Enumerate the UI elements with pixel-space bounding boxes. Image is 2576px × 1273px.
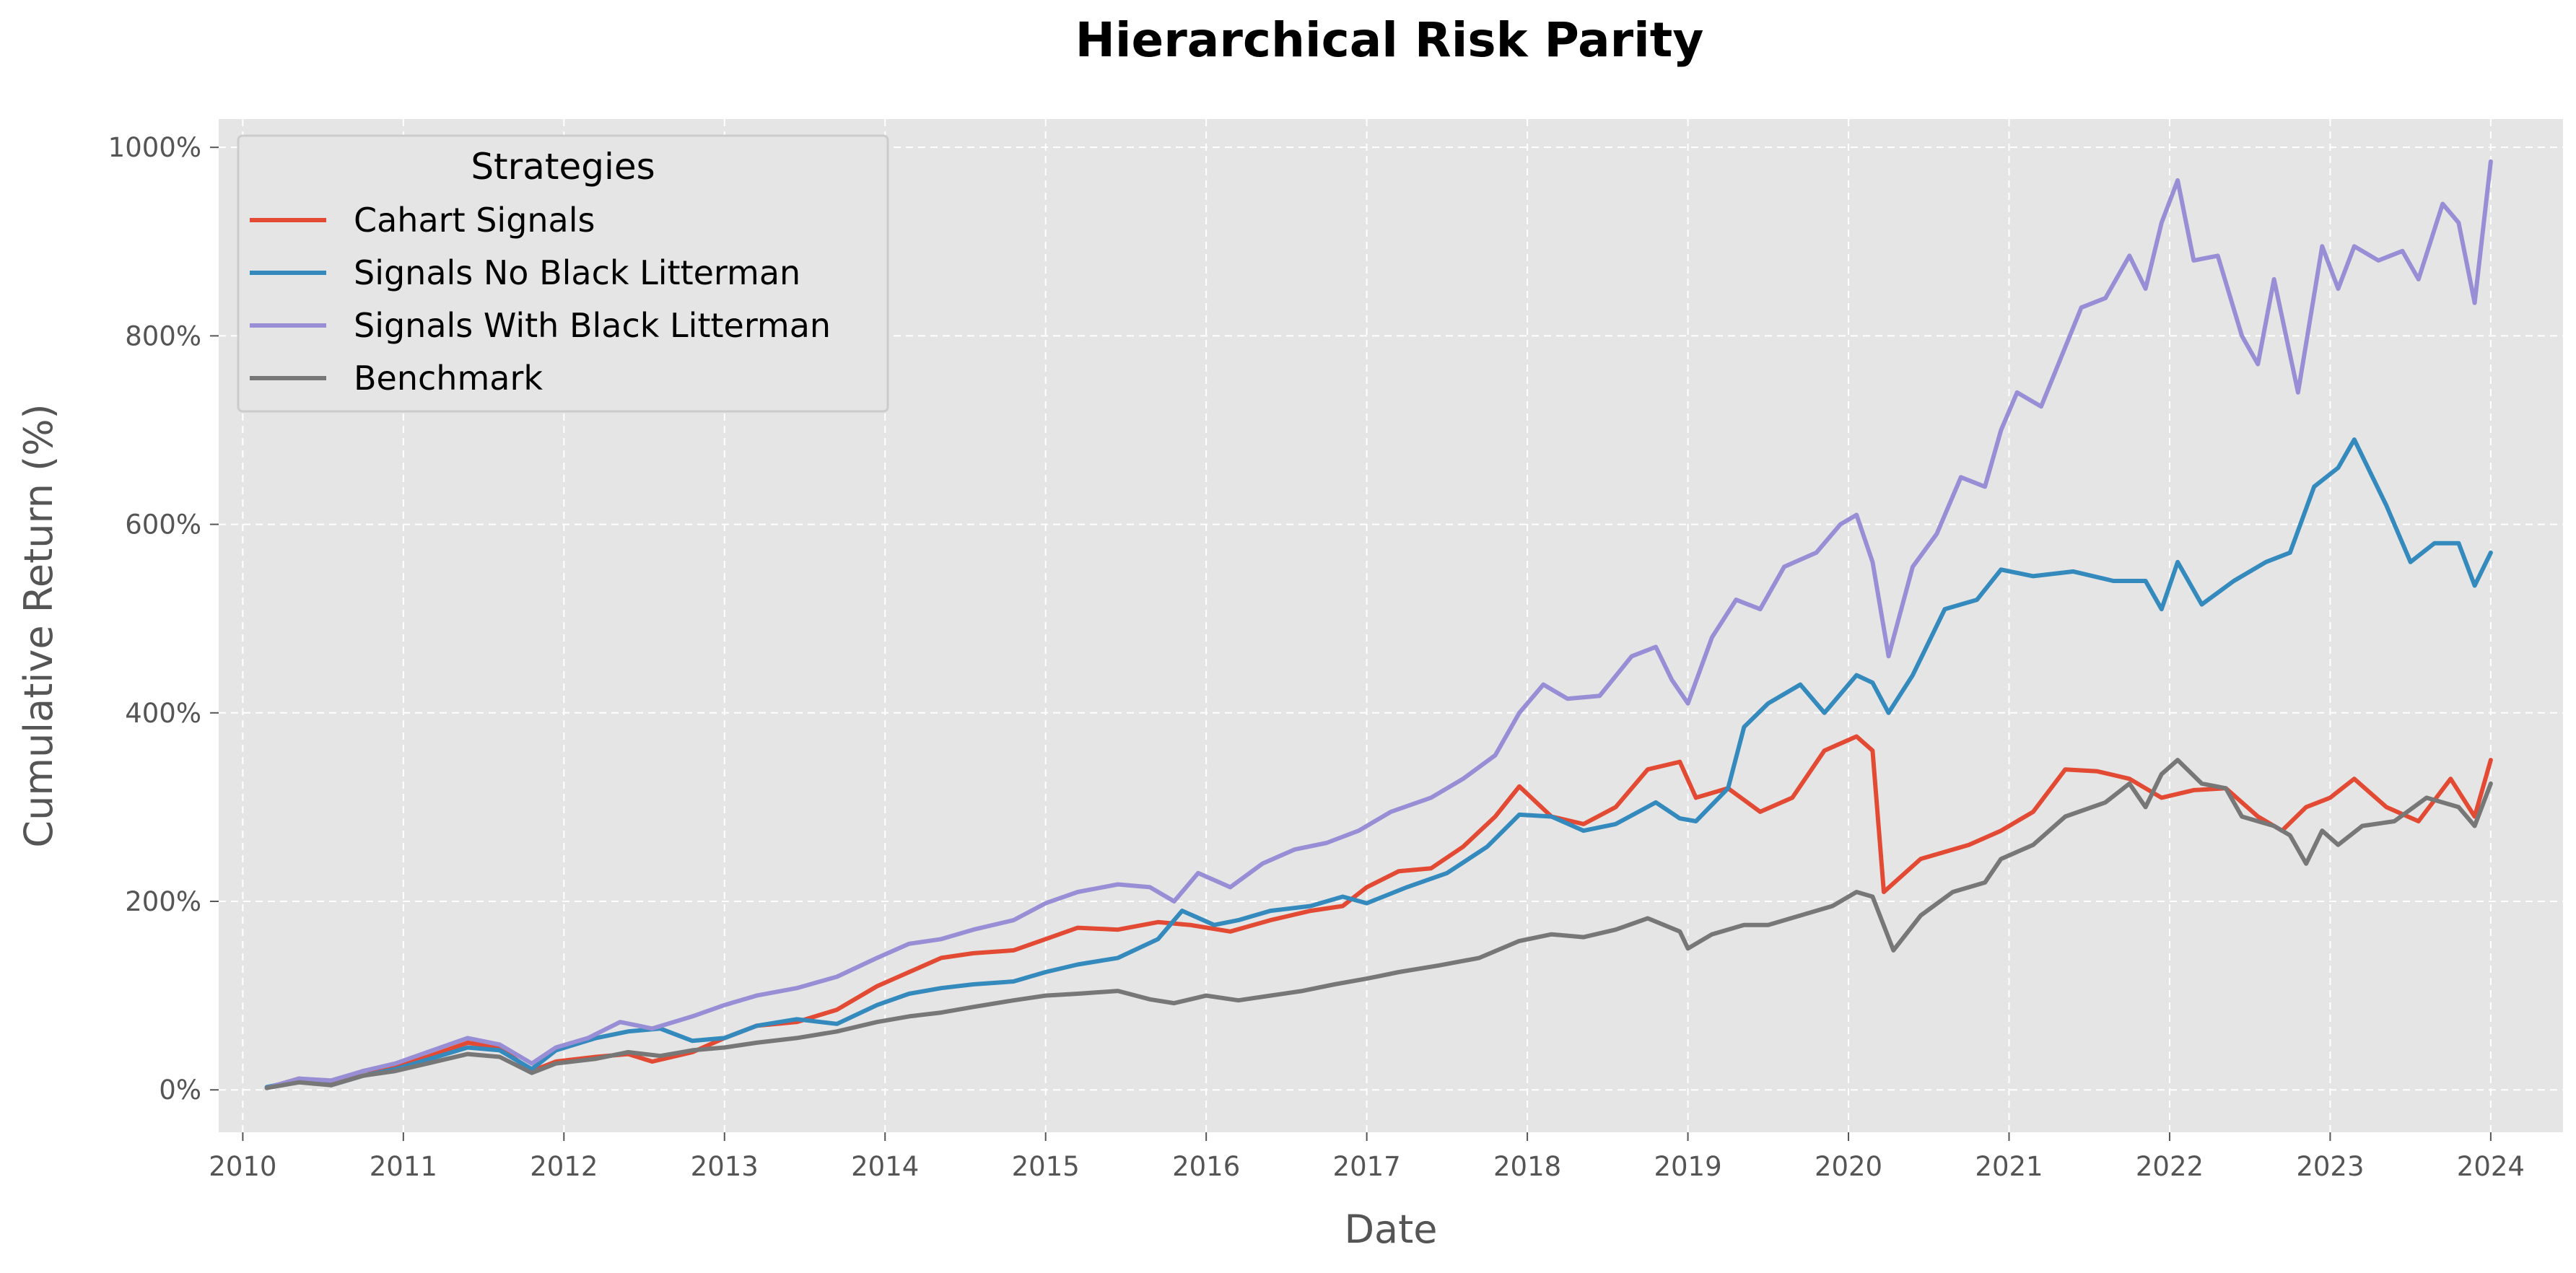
grid [219,119,2563,1132]
series-line-2 [264,437,2493,1090]
x-tick-label: 2013 [691,1151,759,1182]
x-tick-label: 2010 [209,1151,276,1182]
y-axis-label: Cumulative Return (%) [16,403,61,847]
y-tick-label: 800% [125,320,201,351]
series-lines [264,159,2493,1090]
x-tick-label: 2018 [1493,1151,1561,1182]
x-tick-label: 2024 [2457,1151,2525,1182]
x-tick-label: 2016 [1172,1151,1240,1182]
series-line-3 [264,159,2493,1090]
x-tick-label: 2023 [2296,1151,2364,1182]
x-tick-label: 2019 [1654,1151,1721,1182]
legend-box [237,134,889,413]
x-tick-label: 2021 [1975,1151,2043,1182]
x-tick-label: 2011 [370,1151,437,1182]
legend: Strategies Cahart Signals Signals No Blac… [237,134,889,413]
y-tick-label: 1000% [108,132,201,163]
x-tick-label: 2015 [1012,1151,1080,1182]
legend-entry: Benchmark [354,359,543,398]
x-tick-label: 2014 [851,1151,919,1182]
series-line-1 [264,734,2493,1090]
legend-items: Cahart Signals Signals No Black Litterman… [250,201,831,398]
x-tick-label: 2012 [530,1151,598,1182]
axes: 2010 2011 2012 2013 2014 2015 2016 2017 2018 2019… [108,132,2525,1182]
y-tick-label: 200% [125,886,201,917]
chart-title: Hierarchical Risk Parity [1075,12,1704,68]
y-tick-label: 400% [125,698,201,729]
x-axis-label: Date [1344,1207,1437,1252]
legend-entry: Signals With Black Litterman [354,306,831,345]
legend-title: Strategies [471,146,655,188]
series-line-4 [264,758,2493,1090]
x-tick-label: 2022 [2136,1151,2204,1182]
legend-entry: Signals No Black Litterman [354,253,800,292]
x-tick-label: 2020 [1815,1151,1882,1182]
x-tick-label: 2017 [1333,1151,1401,1182]
y-tick-label: 0% [159,1075,201,1106]
legend-entry: Cahart Signals [354,201,595,240]
y-tick-label: 600% [125,509,201,541]
